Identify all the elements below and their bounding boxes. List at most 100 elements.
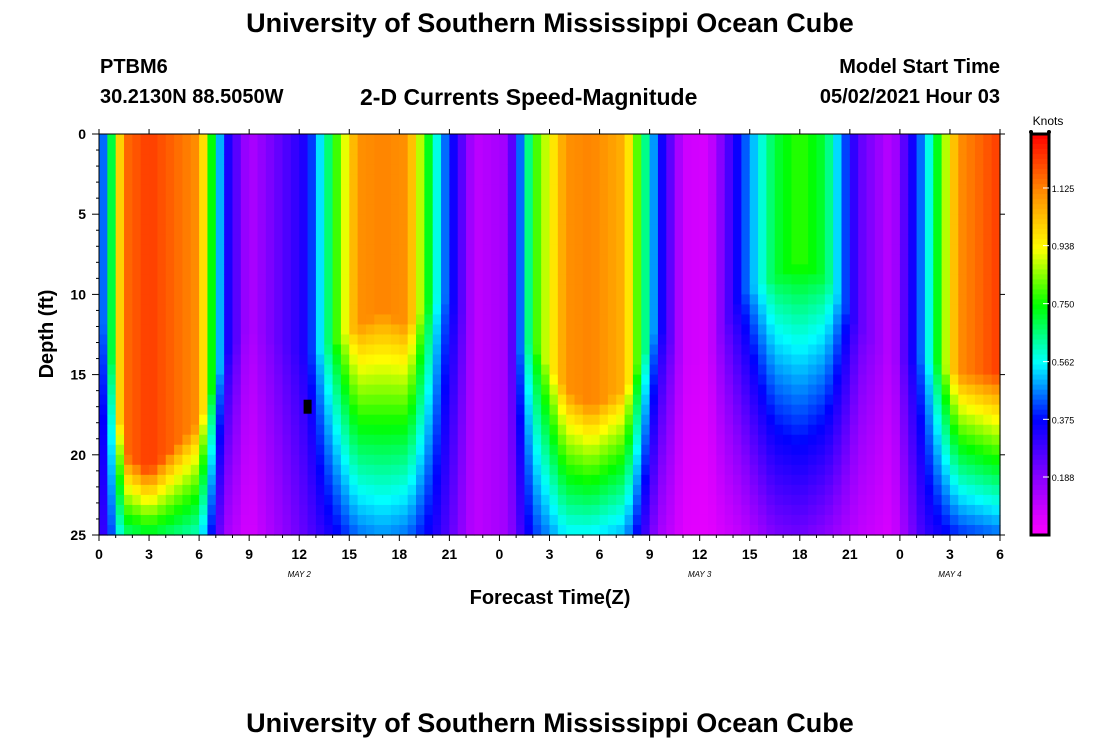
heatmap-cell xyxy=(349,214,359,225)
heatmap-cell xyxy=(791,304,801,316)
heatmap-cell xyxy=(274,384,284,396)
heatmap-cell xyxy=(766,444,776,456)
heatmap-cell xyxy=(808,404,818,416)
heatmap-cell xyxy=(466,424,476,436)
heatmap-cell xyxy=(824,514,834,526)
heatmap-cell xyxy=(632,134,642,145)
heatmap-cell xyxy=(824,204,834,215)
heatmap-cell xyxy=(499,354,509,366)
heatmap-cell xyxy=(574,464,584,476)
heatmap-cell xyxy=(566,404,576,416)
heatmap-cell xyxy=(315,454,325,466)
heatmap-cell xyxy=(357,324,367,336)
heatmap-cell xyxy=(716,334,726,346)
heatmap-cell xyxy=(899,134,909,145)
heatmap-cell xyxy=(808,454,818,466)
heatmap-cell xyxy=(499,204,509,215)
heatmap-cell xyxy=(657,244,667,255)
heatmap-cell xyxy=(966,244,976,255)
colorbar-swatch xyxy=(1031,159,1049,165)
heatmap-cell xyxy=(432,194,442,205)
heatmap-cell xyxy=(599,424,609,436)
heatmap-cell xyxy=(883,504,893,516)
heatmap-cell xyxy=(240,474,250,486)
heatmap-cell xyxy=(274,194,284,205)
heatmap-cell xyxy=(916,244,926,255)
heatmap-cell xyxy=(691,194,701,205)
heatmap-cell xyxy=(574,424,584,436)
heatmap-cell xyxy=(190,364,200,376)
heatmap-cell xyxy=(324,384,334,396)
heatmap-cell xyxy=(666,424,676,436)
heatmap-cell xyxy=(374,444,384,456)
heatmap-cell xyxy=(449,254,459,265)
heatmap-cell xyxy=(557,344,567,356)
heatmap-cell xyxy=(599,214,609,225)
heatmap-cell xyxy=(432,154,442,165)
heatmap-cell xyxy=(182,184,192,195)
heatmap-cell xyxy=(783,474,793,486)
heatmap-cell xyxy=(616,514,626,526)
heatmap-cell xyxy=(482,274,492,285)
heatmap-cell xyxy=(507,444,517,456)
heatmap-cell xyxy=(99,524,108,536)
heatmap-cell xyxy=(816,274,826,285)
heatmap-cell xyxy=(357,364,367,376)
heatmap-cell xyxy=(349,464,359,476)
heatmap-cell xyxy=(407,194,417,205)
heatmap-cell xyxy=(457,354,467,366)
heatmap-cell xyxy=(791,494,801,506)
heatmap-cell xyxy=(399,314,409,326)
heatmap-cell xyxy=(691,244,701,255)
heatmap-cell xyxy=(874,354,884,366)
heatmap-cell xyxy=(149,154,158,165)
heatmap-cell xyxy=(224,494,234,506)
heatmap-cell xyxy=(783,214,793,225)
heatmap-cell xyxy=(507,184,517,195)
heatmap-cell xyxy=(958,384,968,396)
heatmap-cell xyxy=(507,514,517,526)
heatmap-cell xyxy=(849,154,859,165)
heatmap-cell xyxy=(974,384,984,396)
heatmap-cell xyxy=(749,314,759,326)
heatmap-cell xyxy=(783,254,793,265)
heatmap-cell xyxy=(499,224,509,235)
heatmap-cell xyxy=(224,474,234,486)
heatmap-cell xyxy=(783,494,793,506)
heatmap-cell xyxy=(891,244,901,255)
heatmap-cell xyxy=(582,374,592,386)
heatmap-cell xyxy=(833,374,843,386)
heatmap-cell xyxy=(99,374,108,386)
colorbar-tick-label: 0.188 xyxy=(1052,473,1075,483)
heatmap-cell xyxy=(215,514,225,526)
heatmap-cell xyxy=(324,364,334,376)
heatmap-cell xyxy=(324,154,334,165)
heatmap-cell xyxy=(407,324,417,336)
heatmap-cell xyxy=(958,204,968,215)
heatmap-cell xyxy=(157,454,167,466)
heatmap-cell xyxy=(908,434,918,446)
heatmap-cell xyxy=(724,314,734,326)
heatmap-cell xyxy=(157,414,167,426)
heatmap-cell xyxy=(858,314,868,326)
heatmap-cell xyxy=(541,414,551,426)
heatmap-cell xyxy=(315,204,325,215)
heatmap-cell xyxy=(107,144,117,155)
heatmap-cell xyxy=(274,204,284,215)
heatmap-cell xyxy=(474,364,484,376)
heatmap-cell xyxy=(290,234,300,245)
heatmap-cell xyxy=(132,524,142,536)
heatmap-cell xyxy=(474,144,484,155)
heatmap-cell xyxy=(257,144,267,155)
heatmap-cell xyxy=(549,194,559,205)
heatmap-cell xyxy=(874,164,884,175)
heatmap-cell xyxy=(382,194,392,205)
heatmap-cell xyxy=(265,174,275,185)
heatmap-cell xyxy=(816,164,826,175)
heatmap-cell xyxy=(599,444,609,456)
heatmap-cell xyxy=(265,404,275,416)
heatmap-cell xyxy=(424,294,434,306)
heatmap-cell xyxy=(407,464,417,476)
heatmap-cell xyxy=(791,184,801,195)
heatmap-cell xyxy=(466,394,476,406)
